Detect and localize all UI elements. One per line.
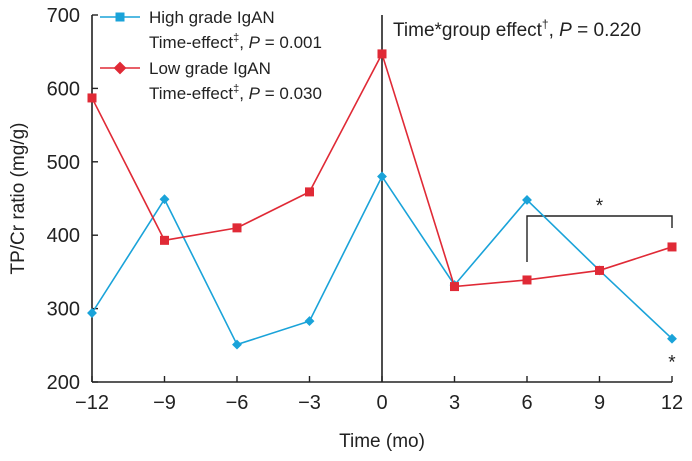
significance-bracket — [526, 215, 673, 262]
data-point — [87, 93, 97, 103]
x-axis-title: Time (mo) — [339, 431, 425, 452]
legend-stat-low-grade: Time-effect‡, P = 0.030 — [149, 83, 322, 103]
data-point — [667, 242, 677, 252]
x-tick-label: 6 — [521, 392, 532, 414]
legend-entry-low-grade: Low grade IgAN Time-effect‡, P = 0.030 — [100, 59, 322, 103]
legend-marker-high-grade — [115, 12, 125, 22]
data-point — [160, 235, 169, 245]
data-point — [377, 171, 387, 182]
y-tick-label: 500 — [47, 152, 80, 174]
y-tick-label: 700 — [47, 5, 80, 27]
y-tick-label: 300 — [47, 299, 80, 321]
legend: High grade IgAN Time-effect‡, P = 0.001 … — [100, 8, 322, 103]
point-star: * — [668, 353, 676, 374]
annotations: Time*group effect†, P = 0.220 * * — [381, 15, 676, 382]
legend-entry-high-grade: High grade IgAN Time-effect‡, P = 0.001 — [100, 8, 322, 52]
x-tick-label: 9 — [594, 392, 605, 414]
legend-stat-high-grade: Time-effect‡, P = 0.001 — [149, 32, 322, 52]
data-point — [232, 339, 242, 350]
data-point — [232, 223, 242, 233]
x-tick-label: 0 — [376, 392, 387, 414]
legend-marker-low-grade — [113, 61, 127, 75]
x-tick-label: −6 — [226, 392, 249, 414]
y-tick-label: 400 — [47, 225, 80, 247]
x-tick-label: 3 — [449, 392, 460, 414]
series-low-grade — [87, 49, 677, 292]
data-point — [377, 49, 387, 59]
x-tick-label: 12 — [661, 392, 683, 414]
legend-label-low-grade: Low grade IgAN — [149, 59, 271, 78]
series-layer — [87, 49, 677, 350]
group-effect-annotation: Time*group effect†, P = 0.220 — [393, 17, 641, 41]
y-axis-title: TP/Cr ratio (mg/g) — [8, 122, 29, 274]
bracket-star: * — [596, 196, 604, 217]
data-point — [87, 308, 97, 318]
x-tick-label: −12 — [75, 392, 109, 414]
data-point — [159, 194, 170, 205]
y-tick-label: 600 — [47, 78, 80, 100]
legend-label-high-grade: High grade IgAN — [149, 8, 275, 27]
data-point — [522, 195, 532, 205]
x-tick-label: −9 — [153, 392, 176, 414]
data-point — [667, 333, 677, 344]
axes: 200 300 400 500 600 700 −12 −9 −6 −3 0 3 6 9 12 Time (m… — [8, 5, 683, 452]
data-point — [450, 282, 459, 292]
data-point — [522, 275, 532, 285]
data-point — [304, 316, 315, 327]
x-tick-label: −3 — [298, 392, 321, 414]
data-point — [305, 187, 314, 197]
data-point — [595, 265, 604, 275]
y-tick-label: 200 — [47, 372, 80, 394]
